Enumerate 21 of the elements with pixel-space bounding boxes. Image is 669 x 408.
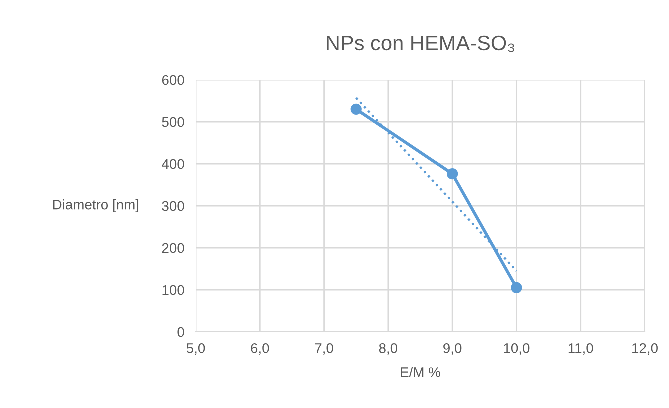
y-tick-label: 100 bbox=[162, 285, 184, 296]
y-tick-label: 600 bbox=[162, 75, 184, 86]
point bbox=[511, 282, 522, 294]
y-tick-label: 500 bbox=[162, 117, 184, 128]
y-tick-label: 0 bbox=[178, 327, 184, 338]
y-tick-label: 400 bbox=[162, 159, 184, 170]
x-tick-label: 10,0 bbox=[504, 343, 530, 355]
y-axis-title: Diametro [nm] bbox=[53, 200, 139, 212]
x-axis-title: E/M % bbox=[401, 367, 440, 378]
point bbox=[447, 168, 458, 180]
point bbox=[350, 104, 362, 115]
x-tick-label: 11,0 bbox=[568, 343, 594, 355]
x-tick-label: 12,0 bbox=[632, 343, 658, 355]
x-tick-label: 8,0 bbox=[379, 343, 398, 355]
chart-title: NPs con HEMA-SO₃ bbox=[327, 36, 514, 52]
y-tick-label: 300 bbox=[162, 201, 184, 212]
x-tick-label: 7,0 bbox=[315, 343, 334, 355]
y-tick-label: 200 bbox=[162, 243, 184, 254]
x-tick-label: 9,0 bbox=[444, 343, 462, 355]
x-tick-label: 6,0 bbox=[251, 343, 270, 355]
x-tick-label: 5,0 bbox=[186, 343, 206, 355]
